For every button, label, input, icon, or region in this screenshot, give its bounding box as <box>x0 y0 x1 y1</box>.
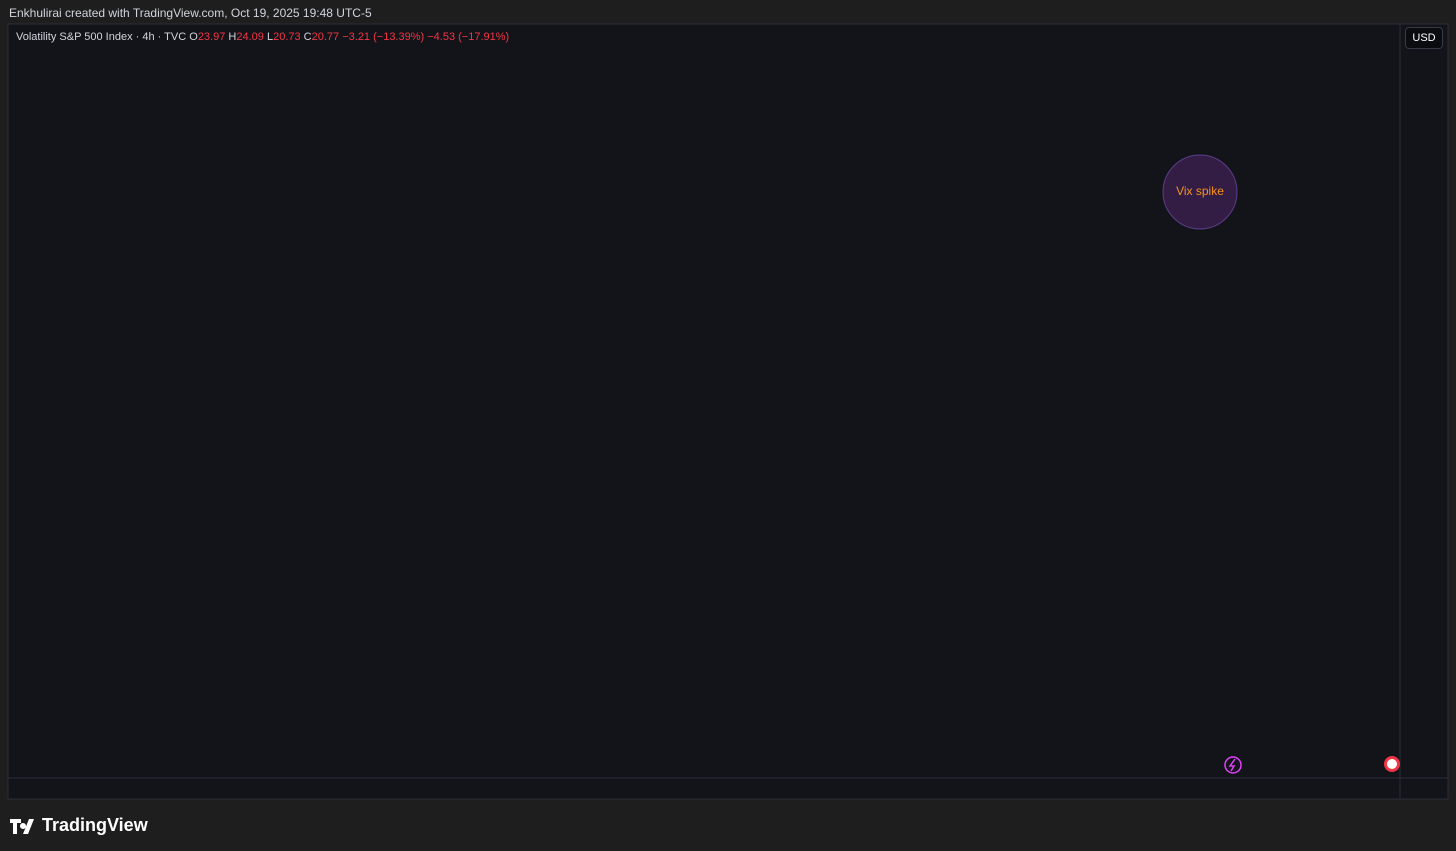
c-letter: C <box>303 31 312 43</box>
close-value: 20.77 <box>311 31 340 43</box>
legend: Volatility S&P 500 Index · 4h · TVC O23.… <box>16 31 509 43</box>
flag-icon-inner <box>1387 759 1397 769</box>
attribution: Enkhulirai created with TradingView.com,… <box>9 6 372 20</box>
l-letter: L <box>266 31 274 43</box>
high-value: 24.09 <box>236 31 264 43</box>
annotation-circle <box>1162 154 1238 230</box>
brand-logo <box>10 818 34 834</box>
change: −3.21 (−13.39%) <box>342 31 425 43</box>
annotation-text: Vix spike <box>1176 184 1224 198</box>
o-letter: O <box>189 31 198 43</box>
symbol-title: Volatility S&P 500 Index · 4h · TVC <box>16 31 187 43</box>
low-value: 20.73 <box>273 31 301 43</box>
open-value: 23.97 <box>197 31 226 43</box>
chart-frame <box>7 23 1449 800</box>
change-2: −4.53 (−17.91%) <box>427 31 510 43</box>
event-bolt <box>1228 758 1236 772</box>
h-letter: H <box>228 31 237 43</box>
brand: TradingView <box>10 815 148 836</box>
brand-name: TradingView <box>42 815 148 835</box>
currency-button[interactable]: USD <box>1405 27 1443 49</box>
event-icon[interactable] <box>1224 756 1242 774</box>
